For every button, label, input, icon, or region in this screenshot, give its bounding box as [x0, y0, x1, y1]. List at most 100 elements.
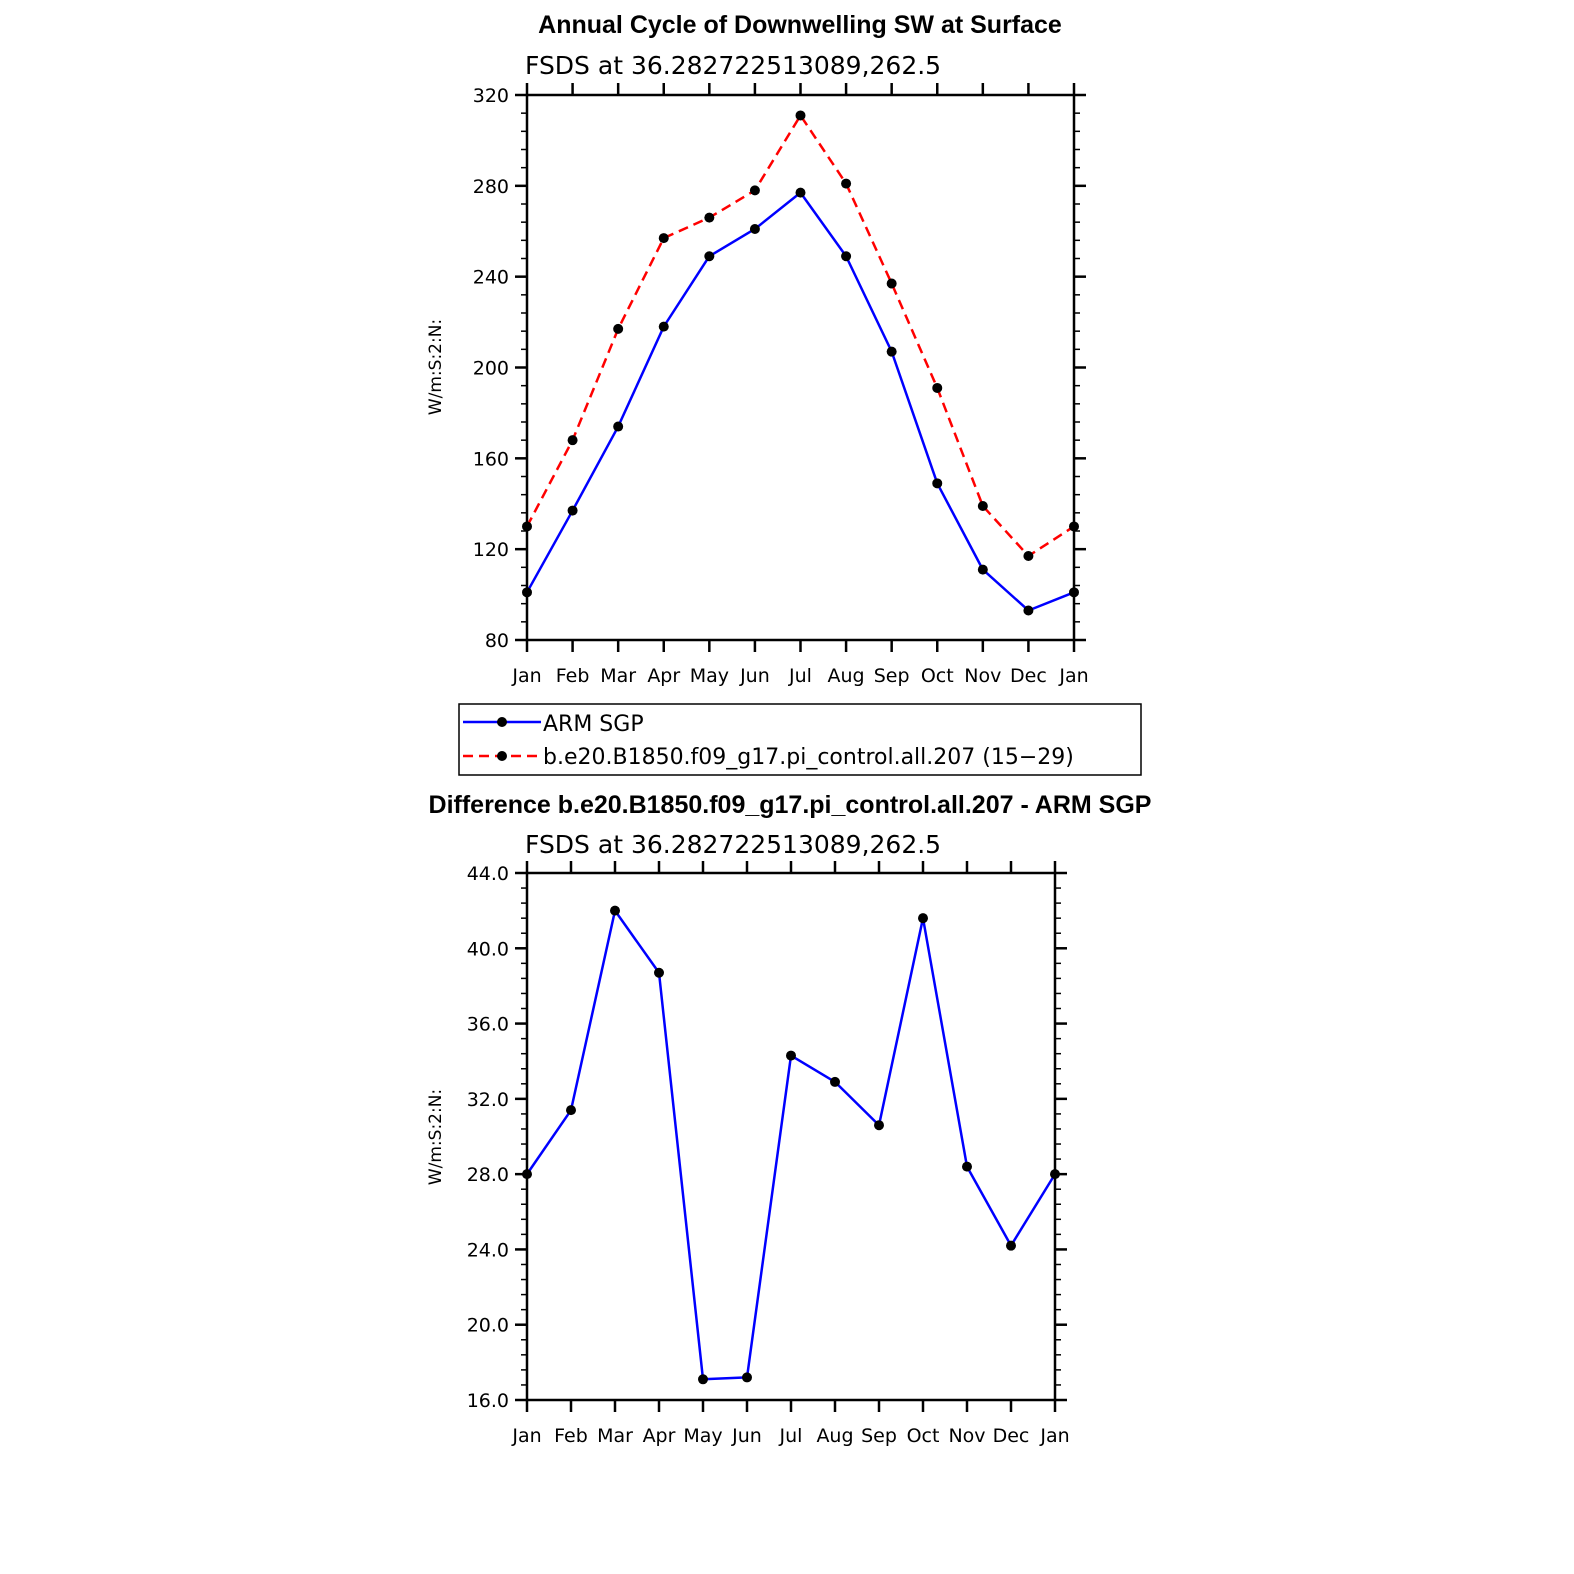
data-point	[918, 913, 928, 924]
y-tick-label: 200	[473, 358, 509, 380]
y-axis-label: W/m:S:2:N:	[426, 1089, 446, 1185]
plot-area: 16.0 20.0 24.0 28.0 32.0 36.0 40.0 44.0 Jan Feb Ma…	[467, 861, 1070, 1447]
data-point	[704, 212, 715, 223]
data-point	[567, 505, 578, 516]
y-tick-label: 40.0	[467, 938, 509, 960]
difference-panel: Difference b.e20.B1850.f09_g17.pi_contro…	[426, 791, 1151, 1447]
x-tick-label: Jun	[739, 665, 770, 687]
data-point	[932, 478, 943, 489]
y-tick-label: 20.0	[467, 1315, 509, 1337]
data-point	[1023, 605, 1034, 616]
y-tick-label: 44.0	[467, 863, 509, 885]
chart-subtitle: FSDS at 36.282722513089,262.5	[525, 830, 941, 859]
data-point	[1050, 1169, 1060, 1180]
x-tick-label: Dec	[993, 1425, 1030, 1447]
data-point	[1023, 550, 1034, 561]
data-point	[698, 1374, 708, 1385]
data-point	[932, 382, 943, 393]
data-point	[1069, 521, 1079, 532]
x-tick-label: Oct	[907, 1425, 940, 1447]
y-tick-label: 240	[473, 267, 509, 289]
x-tick-label: Sep	[874, 665, 910, 687]
data-point	[1006, 1240, 1016, 1251]
x-tick-label: Jan	[511, 1425, 541, 1447]
data-point	[795, 187, 806, 198]
x-tick-label: Oct	[921, 665, 954, 687]
y-tick-label: 28.0	[467, 1164, 509, 1186]
plot-area: 80 120 160 200 240 280 320 Jan Feb Mar Apr May Jun Ju…	[473, 83, 1089, 687]
y-tick-label: 32.0	[467, 1089, 509, 1111]
y-tick-label: 160	[473, 448, 509, 470]
x-tick-label: Jul	[779, 1425, 803, 1447]
x-tick-label: Jul	[788, 665, 812, 687]
x-tick-label: Aug	[828, 665, 865, 687]
data-point	[886, 278, 897, 289]
x-tick-label: Mar	[600, 665, 636, 687]
y-tick-label: 16.0	[467, 1390, 509, 1412]
x-tick-label: Sep	[861, 1425, 897, 1447]
x-tick-label: Jun	[731, 1425, 762, 1447]
x-tick-label: May	[690, 665, 729, 687]
y-tick-label: 36.0	[467, 1014, 509, 1036]
data-point	[749, 185, 760, 196]
data-point	[522, 1169, 532, 1180]
y-tick-label: 280	[473, 176, 509, 198]
y-tick-label: 80	[485, 630, 509, 652]
data-point	[613, 421, 624, 432]
data-point	[658, 233, 669, 244]
data-point	[795, 110, 806, 121]
x-tick-label: Nov	[964, 665, 1001, 687]
data-point	[566, 1105, 576, 1116]
annual-cycle-panel: Annual Cycle of Downwelling SW at Surfac…	[426, 11, 1089, 687]
x-tick-label: Apr	[647, 665, 680, 687]
data-point	[962, 1161, 972, 1172]
series-line-0	[525, 191, 1075, 612]
chart-subtitle: FSDS at 36.282722513089,262.5	[525, 51, 941, 80]
data-point	[841, 251, 852, 262]
x-tick-label: Feb	[556, 665, 590, 687]
data-point	[886, 346, 897, 357]
data-point	[522, 521, 532, 532]
x-tick-label: Nov	[948, 1425, 985, 1447]
chart-title: Annual Cycle of Downwelling SW at Surfac…	[538, 11, 1062, 39]
y-axis-label: W/m:S:2:N:	[426, 319, 446, 415]
data-point	[610, 905, 620, 916]
data-point	[567, 435, 578, 446]
x-tick-label: Jan	[511, 665, 541, 687]
y-tick-label: 120	[473, 539, 509, 561]
data-point	[749, 223, 760, 234]
legend-marker-arm-sgp	[497, 717, 507, 727]
data-point	[841, 178, 852, 189]
series-line-0	[525, 909, 1057, 1381]
x-tick-label: Mar	[597, 1425, 633, 1447]
data-point	[786, 1050, 796, 1061]
data-point	[977, 501, 988, 512]
data-point	[522, 587, 532, 598]
x-tick-label: Aug	[816, 1425, 853, 1447]
legend-box	[458, 703, 1142, 776]
data-point	[1069, 587, 1079, 598]
data-point	[742, 1372, 752, 1383]
plot-frame	[525, 93, 1076, 642]
data-point	[654, 967, 664, 978]
series-line-1	[525, 114, 1075, 558]
x-tick-label: Feb	[554, 1425, 588, 1447]
x-tick-label: Apr	[643, 1425, 676, 1447]
data-point	[658, 321, 669, 332]
legend-label-arm-sgp: ARM SGP	[543, 712, 644, 737]
legend-marker-model	[497, 751, 507, 761]
legend: ARM SGP b.e20.B1850.f09_g17.pi_control.a…	[458, 703, 1142, 776]
y-tick-label: 24.0	[467, 1239, 509, 1261]
x-tick-label: Jan	[1058, 665, 1088, 687]
data-point	[874, 1120, 884, 1131]
x-tick-label: Jan	[1039, 1425, 1069, 1447]
x-tick-label: Dec	[1010, 665, 1047, 687]
data-point	[613, 323, 624, 334]
data-point	[977, 564, 988, 575]
y-tick-label: 320	[473, 85, 509, 107]
x-tick-label: May	[683, 1425, 722, 1447]
legend-label-model: b.e20.B1850.f09_g17.pi_control.all.207 (…	[543, 745, 1074, 770]
data-point	[704, 251, 715, 262]
data-point	[830, 1076, 840, 1087]
